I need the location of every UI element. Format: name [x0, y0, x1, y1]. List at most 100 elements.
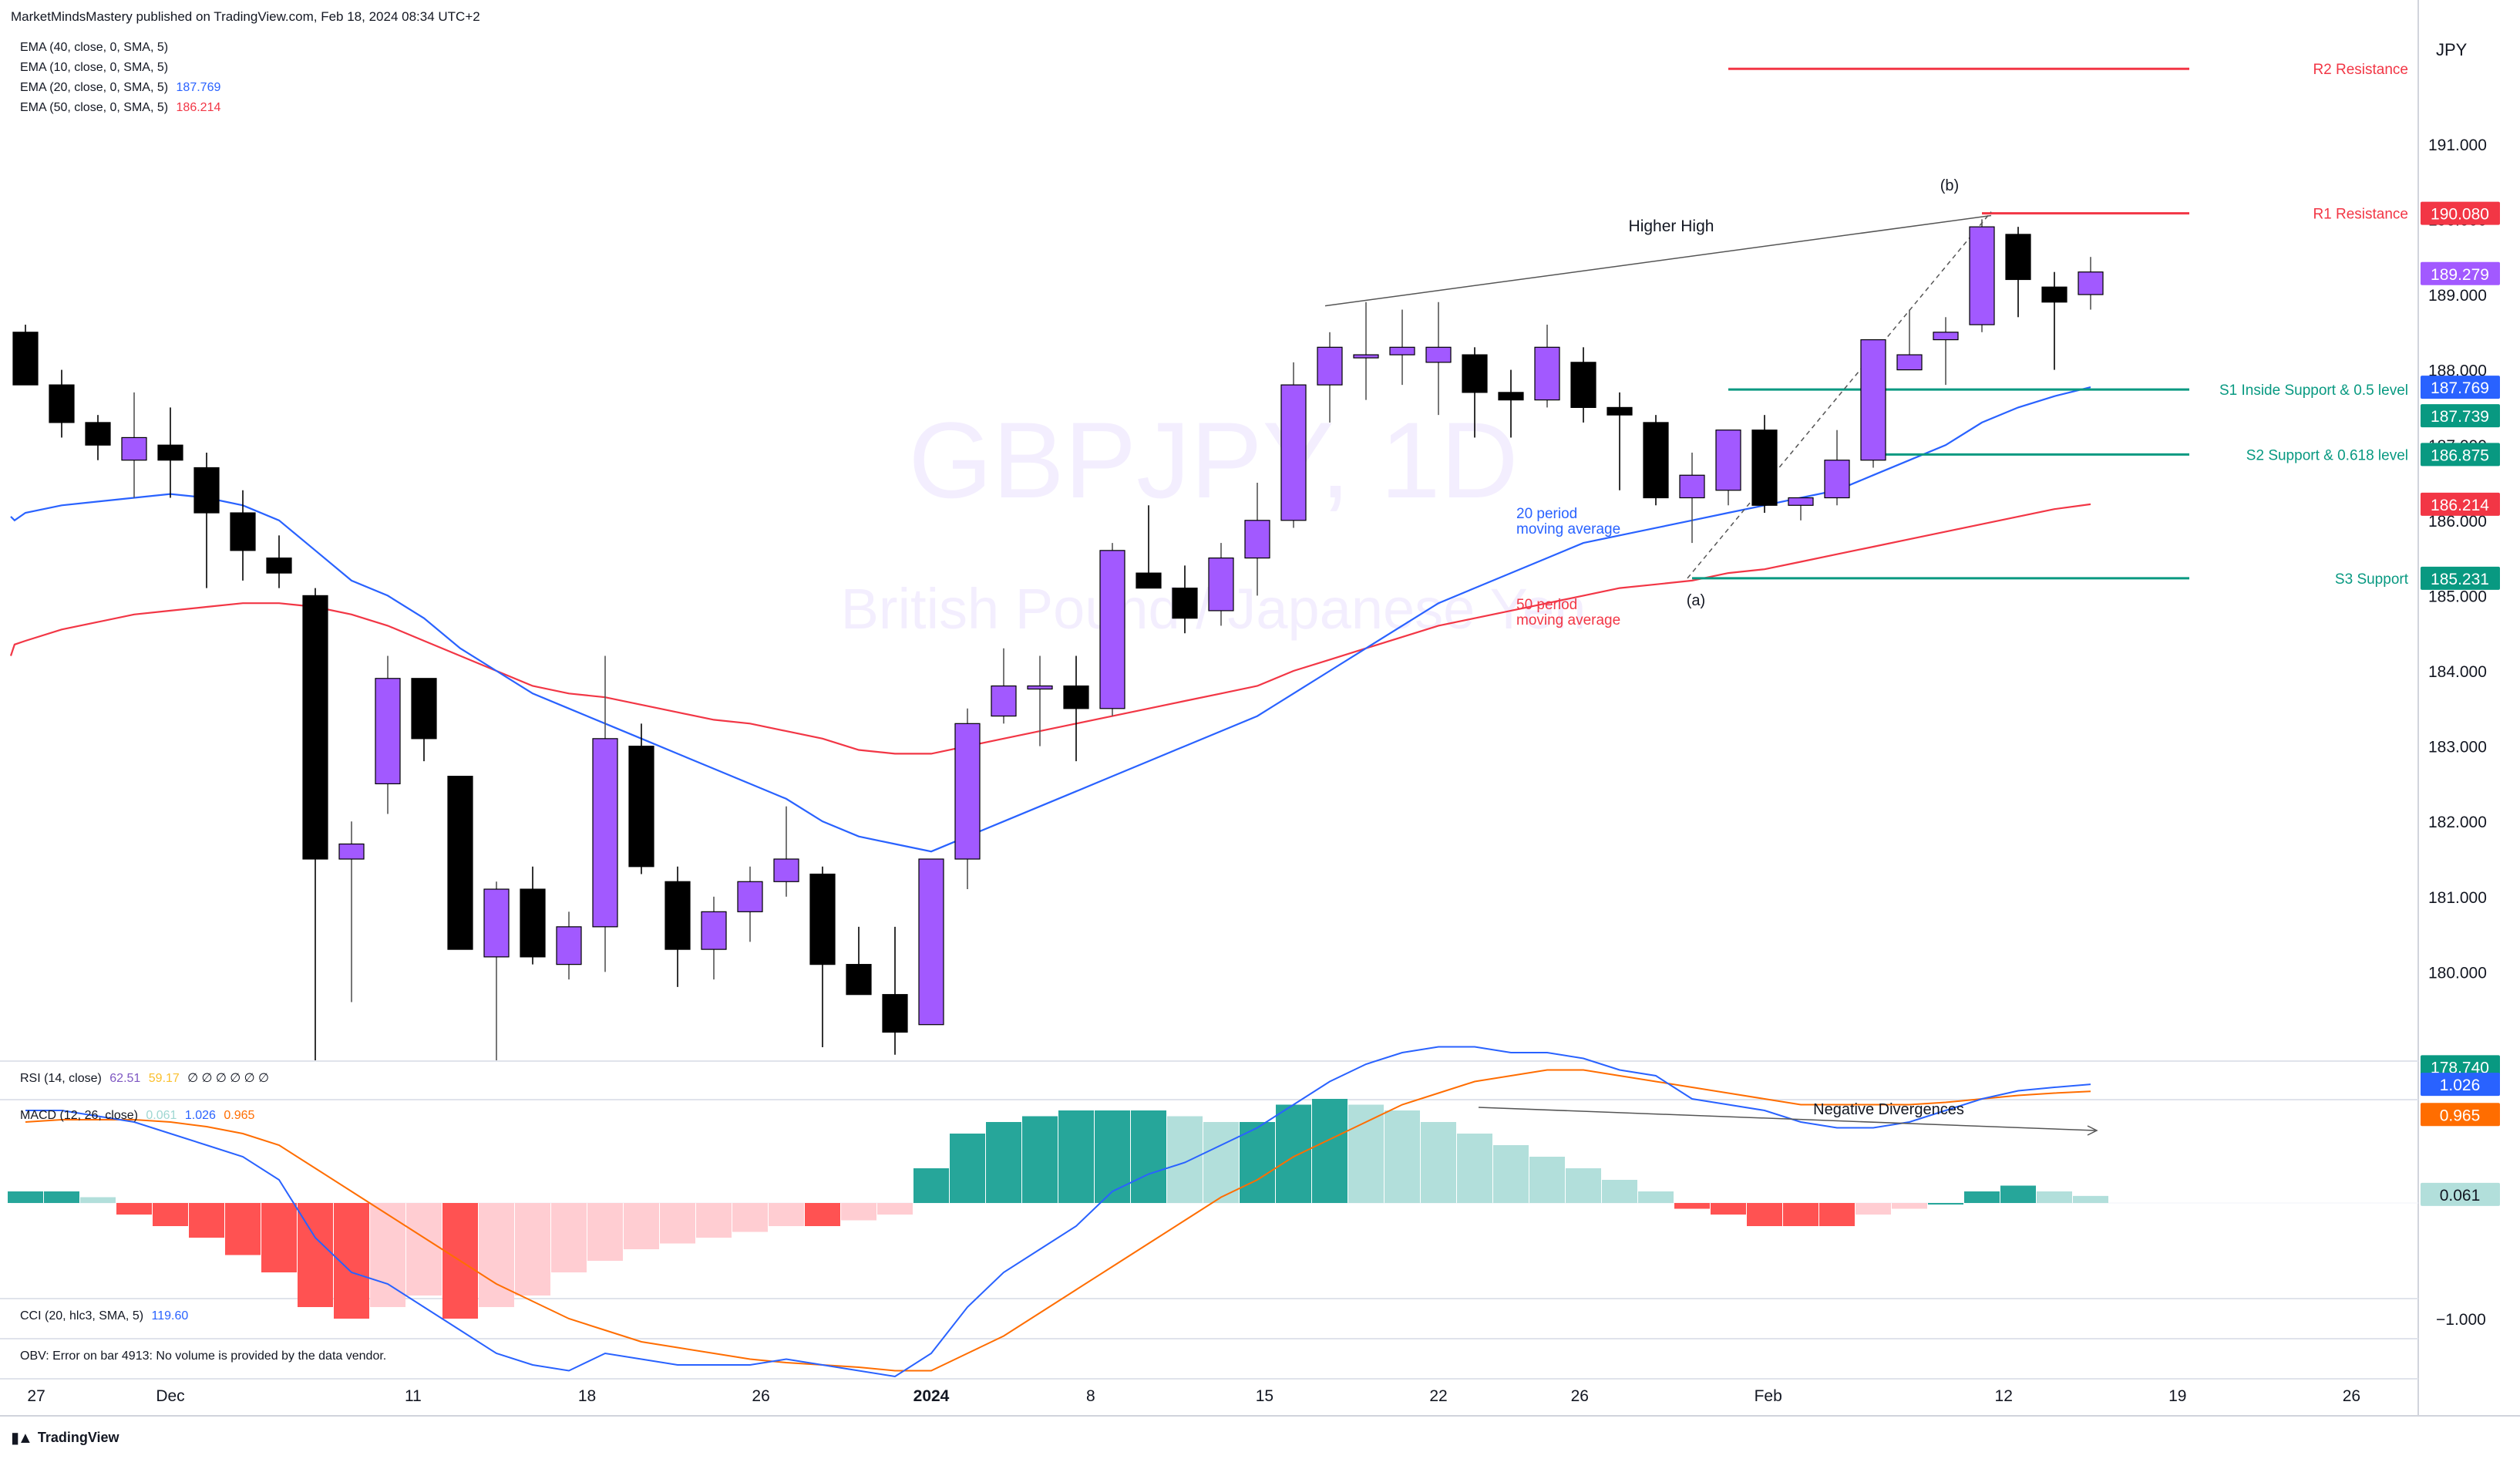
y-tick-label: 183.000: [2428, 739, 2487, 756]
candle-body: [1425, 346, 1452, 363]
macd-hist-bar: [1856, 1203, 1891, 1215]
candles[interactable]: [12, 219, 2104, 1060]
negative-divergence-label: Negative Divergences: [1813, 1101, 1964, 1118]
indicator-label: EMA (10, close, 0, SMA, 5): [20, 61, 169, 74]
candle-body: [1389, 346, 1415, 355]
candle-body: [157, 444, 183, 461]
candle: [12, 325, 39, 386]
candle-body: [737, 881, 763, 912]
macd-hist-bar: [841, 1203, 876, 1221]
macd-hist-bar: [1638, 1191, 1674, 1203]
macd-hist-bar: [1348, 1104, 1384, 1203]
candle: [411, 678, 437, 762]
macd-hist-bar: [1167, 1116, 1203, 1203]
price-badge-text: 185.231: [2431, 571, 2489, 588]
macd-hist-bar: [1566, 1168, 1601, 1203]
candle: [809, 866, 836, 1047]
candle-body: [592, 738, 618, 928]
macd-hist-bar: [2037, 1191, 2072, 1203]
publish-header: MarketMindsMastery published on TradingV…: [11, 9, 480, 24]
macd-hist-bar: [1384, 1110, 1420, 1203]
indicator-label: EMA (20, close, 0, SMA, 5): [20, 81, 169, 94]
support-resistance-levels[interactable]: R2 Resistance R1 Resistance S1 Inside Supp…: [1692, 62, 2409, 588]
candle: [1136, 505, 1162, 589]
price-badge: [2421, 443, 2500, 467]
candle-body: [1570, 362, 1596, 408]
obv-legend[interactable]: OBV: Error on bar 4913: No volume is pro…: [20, 1349, 386, 1363]
macd-hist-bar: [1819, 1203, 1855, 1226]
indicator-value: 186.214: [176, 101, 221, 114]
indicator-legend-ema50[interactable]: EMA (50, close, 0, SMA, 5) 186.214: [20, 101, 220, 115]
price-badge-text: 186.875: [2431, 446, 2489, 464]
level-label: S1 Inside Support & 0.5 level: [2219, 382, 2408, 399]
candle-body: [411, 678, 437, 740]
candle: [1099, 543, 1125, 716]
candle: [1208, 543, 1234, 626]
higher-high-line: [1324, 214, 1992, 307]
candle-body: [1788, 497, 1814, 506]
candle: [1933, 317, 1959, 386]
candle-body: [302, 595, 328, 860]
macd-hist-bar: [515, 1203, 550, 1296]
macd-hist-bar: [370, 1203, 405, 1307]
candle-body: [1824, 460, 1850, 499]
currency-label[interactable]: JPY: [2436, 40, 2468, 59]
macd-hist-bar: [1964, 1191, 2000, 1203]
price-badge-text: 187.769: [2431, 379, 2489, 397]
macd-hist-bar: [1095, 1110, 1130, 1203]
macd-hist-bar: [1493, 1145, 1529, 1203]
macd-legend[interactable]: MACD (12, 26, close) 0.061 1.026 0.965: [20, 1109, 254, 1123]
macd-hist-value: 0.061: [146, 1109, 177, 1122]
macd-hist-bar: [950, 1134, 985, 1203]
macd-hist-bar: [1602, 1180, 1637, 1203]
candle: [1317, 332, 1343, 423]
candle-body: [85, 422, 111, 446]
candle: [1860, 339, 1886, 468]
rsi-ma-value: 59.17: [148, 1072, 180, 1085]
candle: [737, 866, 763, 942]
indicator-legend-ema40[interactable]: EMA (40, close, 0, SMA, 5): [20, 41, 168, 55]
candle-body: [1643, 422, 1669, 499]
watermark: GBPJPY, 1D British Pound / Japanese Yen: [841, 399, 1586, 641]
macd-y-tick-label: −1.000: [2436, 1311, 2486, 1329]
candle: [1462, 347, 1488, 438]
ema20-line: [10, 386, 2091, 853]
rsi-value: 62.51: [109, 1072, 141, 1085]
candle-body: [1534, 346, 1560, 401]
x-tick-label: Feb: [1755, 1387, 1782, 1405]
candle: [991, 648, 1017, 724]
macd-hist-bar: [732, 1203, 768, 1232]
candle-body: [230, 512, 256, 551]
macd-hist-bar: [225, 1203, 261, 1255]
y-tick-label: 191.000: [2428, 136, 2487, 154]
candle-body: [556, 926, 582, 965]
macd-hist-bar: [1022, 1116, 1058, 1203]
candle-body: [1244, 520, 1270, 559]
macd-badge-text: 0.965: [2440, 1107, 2481, 1124]
indicator-legend-ema20[interactable]: EMA (20, close, 0, SMA, 5) 187.769: [20, 81, 220, 95]
tradingview-brand[interactable]: ▮▲ TradingView: [11, 1428, 119, 1447]
macd-hist-bar: [2000, 1185, 2036, 1203]
candle-body: [121, 436, 147, 461]
candle-body: [447, 776, 473, 950]
candle: [882, 926, 908, 1055]
candle: [2078, 257, 2104, 310]
candle: [1969, 219, 1995, 332]
indicator-legend-ema10[interactable]: EMA (10, close, 0, SMA, 5): [20, 61, 168, 75]
rsi-legend[interactable]: RSI (14, close) 62.51 59.17 ∅ ∅ ∅ ∅ ∅ ∅: [20, 1070, 269, 1086]
candle: [2041, 271, 2067, 370]
candle-body: [193, 467, 220, 514]
macd-hist-bar: [1928, 1203, 1963, 1205]
point-a-label: (a): [1687, 592, 1705, 609]
candle: [954, 708, 981, 890]
candle: [1280, 362, 1307, 528]
candle-body: [701, 911, 727, 950]
y-tick-label: 181.000: [2428, 889, 2487, 907]
price-badge: [2421, 566, 2500, 590]
x-tick-label: 15: [1256, 1387, 1273, 1405]
candle-body: [1063, 685, 1089, 709]
x-tick-label: 11: [405, 1387, 422, 1405]
candle-body: [882, 994, 908, 1033]
cci-legend[interactable]: CCI (20, hlc3, SMA, 5) 119.60: [20, 1309, 188, 1323]
